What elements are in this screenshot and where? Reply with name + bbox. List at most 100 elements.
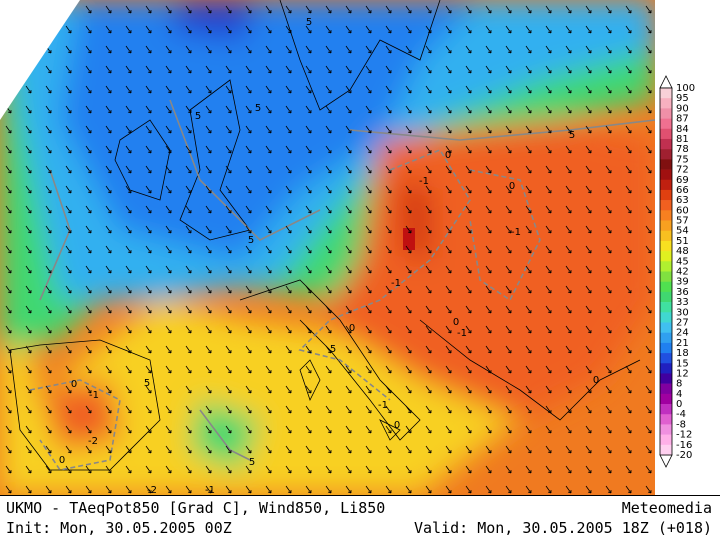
- contour-label: 5: [306, 17, 312, 28]
- contour-label: 0: [71, 379, 77, 390]
- legend-label: 0: [676, 399, 682, 410]
- legend-label: 27: [676, 317, 689, 328]
- legend-swatch: [660, 251, 672, 262]
- legend-swatch: [660, 302, 672, 313]
- legend-label: 12: [676, 368, 689, 379]
- legend-label: -16: [676, 440, 692, 451]
- legend-swatch: [660, 88, 672, 99]
- legend-label: 100: [676, 83, 695, 94]
- legend-swatch: [660, 363, 672, 374]
- legend-label: 39: [676, 277, 689, 288]
- contour-label: 0: [509, 181, 515, 192]
- legend-swatch: [660, 200, 672, 211]
- legend-swatch: [660, 128, 672, 140]
- contour-label: 0: [394, 420, 400, 431]
- legend-swatch: [660, 444, 672, 456]
- legend-swatch: [660, 179, 672, 191]
- color-legend: 1009590878481787572696663605754514845423…: [659, 75, 695, 468]
- legend-swatch: [660, 271, 672, 282]
- contour-label: -2: [88, 436, 98, 447]
- legend-swatch: [660, 189, 672, 201]
- contour-label: -1: [378, 400, 388, 411]
- footer-init: Init: Mon, 30.05.2005 00Z: [6, 519, 232, 537]
- legend-label: -8: [676, 419, 686, 430]
- legend-label: 15: [676, 358, 689, 369]
- legend-arrow-bottom: [659, 454, 673, 468]
- legend-label: 78: [676, 144, 689, 155]
- contour-label: 0: [593, 375, 599, 386]
- legend-swatch: [660, 169, 672, 181]
- footer-model: UKMO - TAeqPot850 [Grad C], Wind850, Li8…: [6, 499, 385, 517]
- legend-label: 36: [676, 287, 689, 298]
- contour-label: 5: [248, 235, 254, 246]
- legend-label: 42: [676, 267, 689, 278]
- legend-label: 60: [676, 205, 689, 216]
- legend-swatch: [660, 434, 672, 446]
- legend-label: 45: [676, 256, 689, 267]
- legend-swatch: [660, 383, 672, 395]
- legend-swatch: [660, 261, 672, 272]
- legend-swatch: [660, 332, 672, 344]
- legend-swatch: [660, 312, 672, 323]
- legend-label: 18: [676, 348, 689, 359]
- legend-label: 87: [676, 114, 689, 125]
- legend-label: 63: [676, 195, 689, 206]
- legend-swatch: [660, 414, 672, 425]
- legend-label: 57: [676, 216, 689, 227]
- legend-label: 4: [676, 389, 682, 400]
- legend-label: 51: [676, 236, 689, 247]
- legend-label: 8: [676, 379, 682, 390]
- contour-label: -1: [391, 278, 401, 289]
- contour-label: 0: [349, 323, 355, 334]
- legend-label: 69: [676, 175, 689, 186]
- legend-label: 95: [676, 93, 689, 104]
- legend-label: -12: [676, 430, 692, 441]
- legend-swatch: [660, 108, 672, 119]
- legend-label: 33: [676, 297, 689, 308]
- legend-swatch: [660, 373, 672, 384]
- legend-frame: [659, 87, 673, 456]
- map: 5 5 5 5 5 5 5 5 0 -1 0 -1 -1 0 -1 0 0 -1…: [0, 0, 655, 496]
- legend-label: 66: [676, 185, 689, 196]
- legend-swatch: [660, 149, 672, 160]
- contour-label: 5: [569, 130, 575, 141]
- legend-arrow-top: [659, 75, 673, 89]
- contour-label: -1: [419, 176, 429, 187]
- legend-swatch: [660, 240, 672, 252]
- contour-label: 5: [195, 111, 201, 122]
- contour-label: 0: [59, 455, 65, 466]
- footer-brand: Meteomedia: [622, 499, 712, 517]
- legend-swatch: [660, 98, 672, 109]
- legend-label: 24: [676, 328, 689, 339]
- contour-label: -2: [147, 485, 157, 496]
- legend-swatch: [660, 322, 672, 333]
- contour-label: 5: [255, 103, 261, 114]
- contour-label: 0: [453, 317, 459, 328]
- legend-label: -4: [676, 409, 686, 420]
- legend-label: 48: [676, 246, 689, 257]
- legend-swatch: [660, 393, 672, 405]
- footer-valid: Valid: Mon, 30.05.2005 18Z (+018): [414, 519, 712, 537]
- legend-label: 81: [676, 134, 689, 145]
- legend-swatch: [660, 220, 672, 232]
- legend-swatch: [660, 404, 672, 415]
- contour-label: 0: [445, 150, 451, 161]
- legend-swatch: [660, 342, 672, 354]
- legend-label: 21: [676, 338, 689, 349]
- legend-label: 75: [676, 154, 689, 165]
- contour-labels: 5 5 5 5 5 5 5 5 0 -1 0 -1 -1 0 -1 0 0 -1…: [59, 17, 599, 496]
- contour-label: -1: [457, 328, 467, 339]
- legend-swatch: [660, 159, 672, 170]
- legend-label: 72: [676, 165, 689, 176]
- legend-swatch: [660, 281, 672, 293]
- map-corner: [0, 0, 80, 120]
- legend-swatch: [660, 424, 672, 435]
- contour-label: -1: [205, 485, 215, 496]
- legend-label: -20: [676, 450, 692, 461]
- contour-label: -1: [89, 390, 99, 401]
- contour-label: 5: [330, 344, 336, 355]
- legend-swatch: [660, 353, 672, 364]
- contour-label: 5: [144, 378, 150, 389]
- legend-swatch: [660, 210, 672, 221]
